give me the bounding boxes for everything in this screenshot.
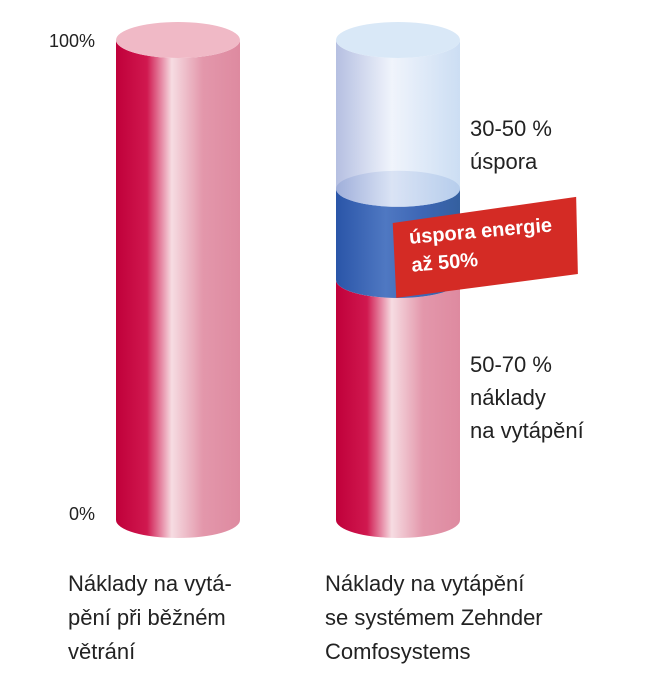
- x-category-label: Náklady na vytá-: [68, 571, 232, 596]
- y-tick-label: 100%: [49, 31, 95, 51]
- x-category-label: Comfosystems: [325, 639, 470, 664]
- y-tick-label: 0%: [69, 504, 95, 524]
- annotation: 30-50 %: [470, 116, 552, 141]
- callout-box: [392, 196, 578, 298]
- x-category-label: Náklady na vytápění: [325, 571, 524, 596]
- annotation: na vytápění: [470, 418, 584, 443]
- annotation: 50-70 %: [470, 352, 552, 377]
- cylinder-cap: [116, 22, 240, 58]
- annotation: úspora: [470, 149, 538, 174]
- cylinder-segment: [336, 40, 460, 207]
- cylinder-cap: [336, 22, 460, 58]
- x-category-label: pění při běžném: [68, 605, 226, 630]
- x-category-label: větrání: [68, 639, 135, 664]
- annotation: náklady: [470, 385, 546, 410]
- cylinder-segment: [116, 40, 240, 538]
- cylinder-segment: [336, 280, 460, 538]
- x-category-label: se systémem Zehnder: [325, 605, 543, 630]
